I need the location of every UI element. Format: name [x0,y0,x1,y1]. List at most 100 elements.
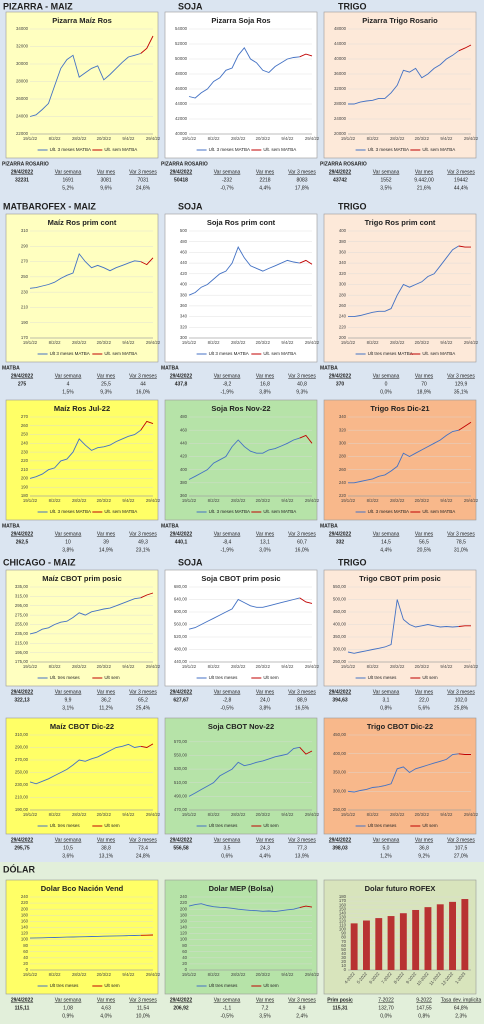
y-tick-label: 140 [21,925,29,930]
y-tick-label: 40000 [175,131,188,136]
x-tick-label: 28/2/22 [390,136,405,141]
x-tick-label: 28/2/22 [72,812,87,817]
table-header: Var semana [214,689,241,695]
y-tick-label: 80 [182,943,187,948]
series-line [299,259,313,265]
chart-panel [164,717,318,835]
table-cell: 25,5 [101,381,111,387]
y-tick-label: 260 [339,467,347,472]
y-tick-label: 20 [23,961,28,966]
series-line [458,625,471,627]
bar [375,918,383,970]
table-cell: 36,8 [419,845,429,851]
y-tick-label: 34000 [16,26,29,31]
table-header: Var semana [214,997,241,1003]
table-cell: 13,1 [260,539,270,545]
x-tick-label: 9/4/22 [440,664,453,669]
table-cell: 14,9% [99,547,114,553]
section-heading: TRIGO [338,557,367,567]
chart-title: Trigo Ros Dic-21 [370,404,429,413]
y-tick-label: 240 [339,480,347,485]
x-tick-label: 9/4/22 [440,498,453,503]
table-cell: 322,13 [14,697,30,703]
y-tick-label: 52000 [175,41,188,46]
chart-title: Maíz CBOT prim posic [42,574,122,583]
table-cell: 3,8% [259,389,271,395]
y-tick-label: 26000 [16,96,29,101]
table-cell: 7,2 [262,1005,269,1011]
series-line [29,934,141,939]
table-cell: 115,31 [332,1005,347,1011]
y-tick-label: 350,00 [333,634,347,639]
x-tick-label: 19/1/22 [182,812,197,817]
x-tick-label: 28/2/22 [72,136,87,141]
table-header: Var 3 meses [288,531,316,537]
legend-label: Ult. tres meses [50,675,81,680]
y-tick-label: 140 [180,925,188,930]
y-tick-label: 240 [21,894,29,899]
x-tick-label: 20/3/22 [415,812,430,817]
table-caption: MATBA [2,365,20,371]
y-tick-label: 500,00 [333,597,347,602]
legend-label: Ult. sem MATBA [263,147,296,152]
chart-panel [5,717,159,835]
y-tick-label: 210 [21,305,29,310]
chart-title: Maíz Ros Jul-22 [54,404,110,413]
series-line [140,592,154,599]
table-header: Var 3 meses [288,169,316,175]
y-tick-label: 600,00 [174,609,188,614]
y-tick-label: 420 [180,271,188,276]
y-tick-label: 190,00 [15,807,29,812]
x-tick-label: 19/1/22 [341,340,356,345]
table-cell: 3,5% [380,185,392,191]
x-tick-label: 19/1/22 [341,498,356,503]
y-tick-label: 180 [21,912,29,917]
y-tick-label: 210 [21,467,29,472]
chart-panel [164,399,318,521]
table-cell: 23,1% [136,547,151,553]
chart-panel [164,569,318,687]
x-tick-label: 9/4/22 [440,136,453,141]
y-tick-label: 28000 [334,101,347,106]
table-cell: 10,0% [136,1013,151,1019]
table-caption: MATBA [320,523,338,529]
table-cell: 147,55 [416,1005,432,1011]
series-line [29,743,141,785]
table-cell: 25,4% [136,705,151,711]
y-tick-label: 320 [339,271,347,276]
series-line [458,421,472,431]
y-tick-label: 350,00 [333,770,347,775]
legend-label: Ult sem [104,675,120,680]
series-line [29,597,141,635]
table-header: Var mes [415,837,434,843]
y-tick-label: 0 [185,967,188,972]
x-tick-label: 9/4/22 [281,664,294,669]
chart-panel [5,399,159,521]
table-cell: 16,0% [295,547,310,553]
bar [363,920,370,970]
y-tick-label: 0 [26,967,29,972]
table-header: Var 3 meses [288,689,316,695]
x-tick-label: 9/4/22 [281,812,294,817]
y-tick-label: 36000 [334,71,347,76]
table-cell: -2,8 [223,697,232,703]
table-header: Var 3 meses [447,169,475,175]
y-tick-label: 640,00 [174,597,188,602]
table-header: Var 3 meses [129,689,157,695]
y-tick-label: 190 [21,484,29,489]
table-cell: 19442 [454,177,468,183]
table-header: Var 3 meses [447,373,475,379]
table-cell: 9.442,00 [414,177,434,183]
chart-panel [5,11,159,159]
table-header: 29/4/2022 [170,689,192,695]
table-cell: 8083 [296,177,307,183]
y-tick-label: 420 [180,454,188,459]
y-tick-label: 24000 [16,114,29,119]
x-tick-label: 8/2/22 [208,136,221,141]
series-line [188,746,300,797]
x-tick-label: 20/3/22 [415,498,430,503]
table-header: Var mes [97,169,116,175]
table-header: Var mes [97,997,116,1003]
table-cell: 1,5% [62,389,74,395]
x-tick-label: 9/4/22 [281,498,294,503]
